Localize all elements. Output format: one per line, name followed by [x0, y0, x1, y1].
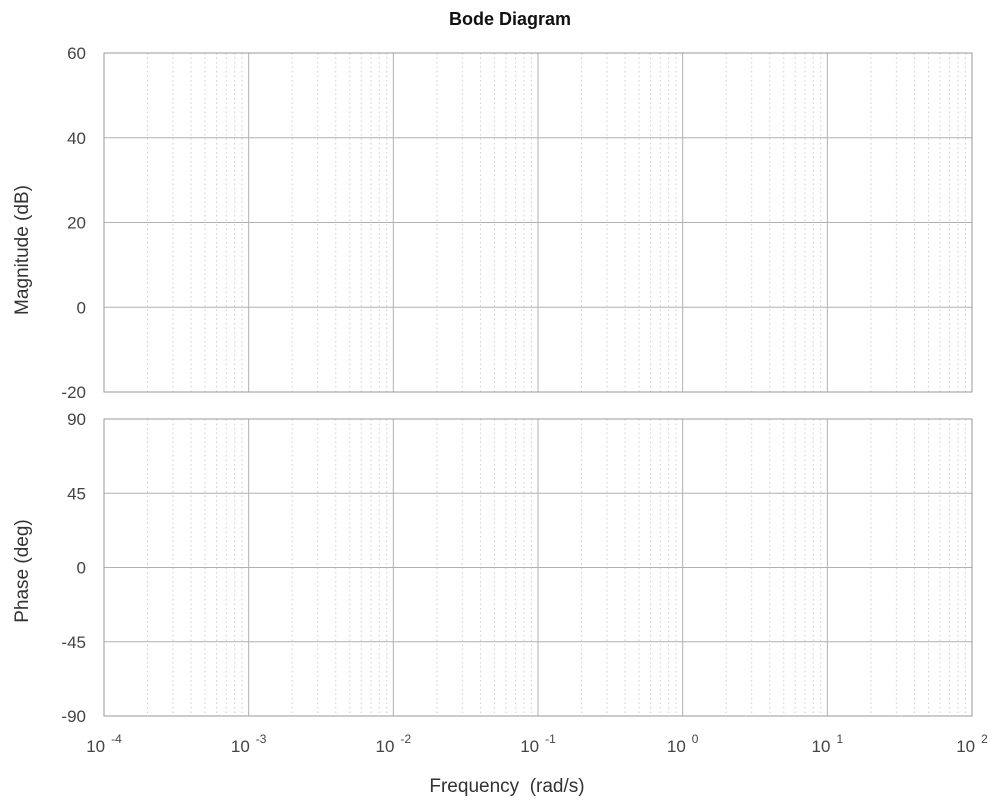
phase-y-tick-label: 0 — [77, 559, 86, 578]
x-tick-base: 10 — [86, 737, 105, 756]
x-tick-base: 10 — [376, 737, 395, 756]
x-tick-exponent: -4 — [111, 732, 122, 746]
x-tick-base: 10 — [667, 737, 686, 756]
x-tick-exponent: 2 — [981, 732, 988, 746]
phase-y-tick-label: -90 — [61, 707, 86, 726]
x-tick-exponent: -3 — [256, 732, 267, 746]
x-tick-exponent: -2 — [400, 732, 411, 746]
x-tick-exponent: -1 — [545, 732, 556, 746]
x-tick-base: 10 — [231, 737, 250, 756]
magnitude-panel: 60 40 20 0 -20 — [61, 44, 973, 402]
magnitude-y-tick-label: 60 — [67, 44, 86, 63]
magnitude-y-tick-label: 20 — [67, 214, 86, 233]
magnitude-axis-label: Magnitude (dB) — [12, 185, 33, 315]
x-tick-label: 10 -3 — [231, 732, 267, 756]
x-tick-label: 10 0 — [667, 732, 699, 756]
phase-plot-frame — [103, 418, 973, 717]
x-tick-label: 10 2 — [956, 732, 988, 756]
x-tick-labels: 10 -4 10 -3 10 -2 10 -1 10 0 10 1 10 2 — [86, 732, 988, 756]
magnitude-y-tick-label: -20 — [61, 383, 86, 402]
phase-axis-label: Phase (deg) — [12, 519, 33, 623]
chart-title: Bode Diagram — [449, 9, 571, 29]
x-tick-label: 10 1 — [812, 732, 844, 756]
x-tick-base: 10 — [812, 737, 831, 756]
x-tick-label: 10 -2 — [376, 732, 412, 756]
magnitude-plot-frame — [103, 52, 973, 393]
magnitude-y-tick-label: 0 — [77, 298, 86, 317]
x-tick-label: 10 -1 — [520, 732, 556, 756]
phase-y-tick-label: 45 — [67, 484, 86, 503]
x-tick-label: 10 -4 — [86, 732, 122, 756]
x-tick-exponent: 0 — [692, 732, 699, 746]
phase-y-tick-label: 90 — [67, 410, 86, 429]
x-tick-exponent: 1 — [836, 732, 843, 746]
x-tick-base: 10 — [520, 737, 539, 756]
phase-y-tick-label: -45 — [61, 633, 86, 652]
x-axis-label: Frequency (rad/s) — [429, 776, 584, 797]
x-tick-base: 10 — [956, 737, 975, 756]
phase-panel: 90 45 0 -45 -90 — [61, 410, 973, 726]
magnitude-y-tick-label: 40 — [67, 129, 86, 148]
